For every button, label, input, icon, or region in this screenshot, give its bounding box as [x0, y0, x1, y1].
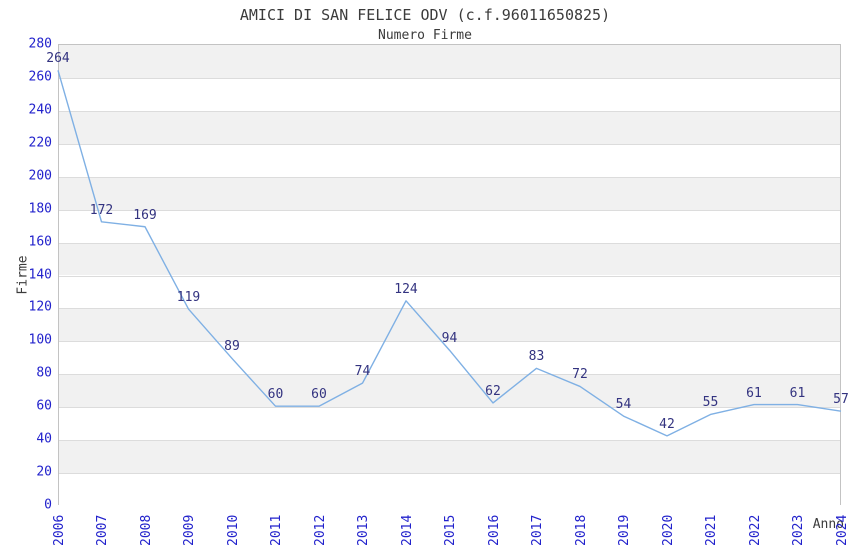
y-tick-label: 200	[28, 168, 52, 184]
x-tick-label: 2016	[486, 514, 502, 546]
x-tick-label: 2021	[704, 514, 719, 546]
data-point-label: 172	[89, 202, 114, 218]
data-point-label: 89	[224, 339, 240, 355]
grid-band	[59, 143, 840, 177]
data-point-label: 60	[267, 387, 284, 403]
grid-band	[59, 45, 840, 78]
gridline	[59, 275, 840, 277]
data-point-label: 57	[833, 392, 849, 408]
gridline	[59, 242, 840, 244]
y-tick-label: 160	[28, 234, 52, 250]
grid-band	[59, 77, 840, 111]
x-tick-label: 2014	[399, 514, 415, 546]
x-tick-label: 2006	[51, 514, 67, 546]
grid-band	[59, 110, 840, 144]
x-tick-label: 2023	[791, 514, 806, 546]
data-point-label: 119	[176, 290, 201, 306]
grid-band	[59, 440, 840, 474]
grid-band	[59, 209, 840, 243]
y-tick-label: 220	[28, 135, 52, 151]
data-point-label: 124	[394, 281, 418, 297]
data-point-label: 62	[485, 383, 501, 399]
x-tick-label: 2020	[660, 514, 676, 546]
x-tick-label: 2008	[138, 514, 154, 546]
x-tick-label: 2007	[95, 514, 110, 546]
x-tick-label: 2009	[182, 514, 197, 546]
y-tick-label: 20	[36, 464, 52, 480]
y-tick-label: 40	[36, 431, 52, 447]
y-tick-label: 140	[28, 267, 52, 282]
grid-band	[59, 176, 840, 210]
x-tick-label: 2019	[617, 514, 632, 546]
gridline	[59, 407, 840, 409]
x-tick-label: 2011	[269, 514, 284, 546]
chart-subtitle: Numero Firme	[378, 28, 472, 43]
data-point-label: 72	[572, 367, 588, 383]
plot-area	[58, 44, 841, 506]
data-point-label: 61	[789, 385, 806, 401]
data-point-label: 54	[615, 397, 632, 413]
grid-band	[59, 374, 840, 408]
data-point-label: 42	[659, 416, 675, 432]
gridline	[59, 176, 840, 178]
y-tick-label: 100	[28, 332, 52, 348]
y-tick-label: 0	[44, 497, 52, 513]
y-tick-label: 180	[28, 201, 52, 217]
x-tick-label: 2017	[530, 514, 545, 546]
gridline	[59, 77, 840, 79]
gridline	[59, 440, 840, 442]
grid-band	[59, 407, 840, 441]
x-tick-label: 2012	[312, 514, 328, 546]
x-axis-label: Anno	[812, 517, 844, 532]
data-point-label: 74	[354, 364, 371, 380]
grid-band	[59, 242, 840, 276]
y-tick-label: 280	[28, 36, 52, 52]
x-tick-label: 2022	[747, 514, 763, 546]
x-tick-label: 2018	[573, 514, 589, 546]
y-tick-label: 120	[28, 299, 52, 315]
grid-band	[59, 341, 840, 375]
y-tick-label: 240	[28, 102, 52, 118]
data-point-label: 55	[702, 395, 719, 411]
x-tick-label: 2010	[225, 514, 241, 546]
data-point-label: 83	[528, 349, 545, 365]
data-point-label: 61	[746, 385, 762, 401]
y-tick-label: 260	[28, 69, 52, 85]
data-point-label: 94	[441, 331, 458, 347]
gridline	[59, 308, 840, 310]
gridline	[59, 374, 840, 376]
gridline	[59, 110, 840, 112]
y-tick-label: 60	[36, 398, 52, 414]
gridline	[59, 209, 840, 211]
y-tick-label: 80	[36, 365, 52, 381]
grid-band	[59, 473, 840, 506]
gridline	[59, 473, 840, 475]
data-point-label: 264	[46, 51, 70, 67]
data-point-label: 169	[133, 207, 157, 223]
data-point-label: 60	[311, 387, 327, 403]
x-tick-label: 2013	[356, 514, 371, 546]
x-tick-label: 2024	[834, 514, 850, 546]
gridline	[59, 143, 840, 145]
x-tick-label: 2015	[443, 514, 458, 546]
chart-title: AMICI DI SAN FELICE ODV (c.f.96011650825…	[239, 6, 611, 24]
